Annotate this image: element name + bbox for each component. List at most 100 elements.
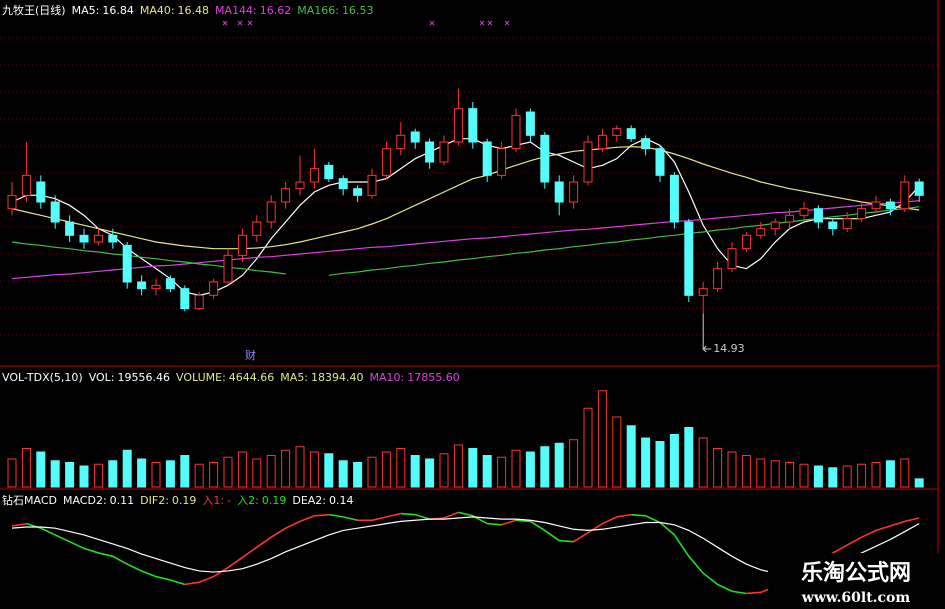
candle-body: [698, 288, 708, 296]
volume-bar: [165, 460, 175, 488]
candle-body: [482, 141, 492, 176]
legend-name: MA144:: [215, 4, 257, 17]
candle-body: [367, 174, 377, 196]
candle-body: [353, 188, 363, 196]
volume-bar: [900, 458, 910, 488]
candle-body: [93, 234, 103, 243]
candle-body: [209, 281, 219, 296]
candle-body: [741, 234, 751, 250]
volume-bar: [511, 449, 521, 488]
signal-cross: [222, 20, 228, 26]
candle-body: [813, 208, 823, 223]
candle-body: [900, 181, 910, 210]
volume-bar: [7, 458, 17, 488]
candle-body: [669, 174, 679, 223]
volume-bar: [266, 455, 276, 488]
candle-body: [137, 281, 147, 290]
dif-line: [501, 519, 517, 526]
candle-body: [540, 134, 550, 183]
volume-bar: [727, 451, 737, 488]
candle-body: [785, 214, 795, 223]
candle-body: [396, 134, 406, 150]
legend-value: 19556.46: [118, 371, 171, 384]
volume-bar: [367, 456, 377, 488]
watermark: 乐淘公式网 www.60lt.com: [768, 553, 945, 609]
dif-line: [26, 522, 186, 586]
ma-line: [11, 200, 920, 280]
legend-value: 0.14: [329, 494, 354, 507]
panel-title: VOL-TDX(5,10): [2, 371, 83, 384]
volume-bar: [641, 437, 651, 488]
volume-bar: [612, 416, 622, 488]
volume-bar: [381, 451, 391, 488]
legend-name: MA40:: [140, 4, 175, 17]
panel-title: 九牧王(日线): [2, 3, 66, 17]
legend-name: MA166:: [297, 4, 339, 17]
candle-body: [324, 164, 334, 180]
dif-line: [631, 513, 747, 595]
candle-body: [50, 201, 60, 223]
volume-bar: [209, 462, 219, 488]
candle-body: [612, 128, 622, 136]
legend-value: 16.48: [178, 4, 210, 17]
legend-name: 入2:: [237, 494, 259, 507]
candle-body: [569, 181, 579, 203]
dif-line: [328, 513, 358, 522]
volume-bar: [597, 390, 607, 488]
legend-name: VOLUME:: [176, 371, 226, 384]
low-pointer: [702, 313, 712, 353]
dif-line: [458, 511, 502, 526]
legend-value: 4644.66: [229, 371, 275, 384]
candle-body: [684, 221, 694, 296]
volume-bar: [885, 460, 895, 488]
candle-body: [857, 208, 867, 220]
volume-bar: [468, 448, 478, 488]
volume-bar: [684, 427, 694, 488]
panel-title: 钻石MACD: [2, 493, 57, 507]
volume-bar: [338, 460, 348, 488]
legend-value: 16.53: [342, 4, 374, 17]
candle-body: [165, 278, 175, 290]
legend-value: 18394.40: [311, 371, 364, 384]
legend-value: 16.62: [260, 4, 292, 17]
volume-bar: [655, 441, 665, 488]
volume-bar: [540, 446, 550, 488]
dif-line: [515, 519, 574, 543]
candle-body: [309, 168, 319, 183]
volume-bar: [785, 462, 795, 488]
candle-body: [655, 148, 665, 176]
candle-body: [554, 181, 564, 203]
candle-body: [281, 188, 291, 203]
watermark-url: www.60lt.com: [801, 590, 911, 606]
legend-name: MA5:: [72, 4, 100, 17]
candle-body: [237, 234, 247, 256]
candle-body: [770, 221, 780, 230]
volume-bar: [324, 453, 334, 488]
volume-bar: [396, 448, 406, 488]
candle-body: [497, 148, 507, 176]
candle-body: [871, 201, 881, 210]
volume-bar: [569, 439, 579, 488]
volume-bar: [309, 451, 319, 488]
candle-body: [194, 294, 204, 310]
volume-bar: [410, 455, 420, 488]
legend-value: 16.84: [102, 4, 134, 17]
volume-bar: [497, 456, 507, 488]
volume-bar: [453, 444, 463, 488]
candle-body: [511, 114, 521, 150]
volume-bar: [353, 462, 363, 488]
candle-body: [641, 138, 651, 150]
volume-bar: [770, 460, 780, 488]
volume-bar: [108, 460, 118, 488]
volume-bar: [223, 456, 233, 488]
signal-cross: [247, 20, 253, 26]
candle-body: [597, 134, 607, 150]
candle-body: [453, 108, 463, 143]
candle-body: [295, 181, 305, 190]
volume-bar: [857, 463, 867, 488]
candle-body: [842, 218, 852, 230]
candle-body: [21, 174, 31, 196]
volume-bar: [914, 478, 924, 488]
volume-bar: [756, 458, 766, 488]
candle-body: [79, 234, 89, 243]
